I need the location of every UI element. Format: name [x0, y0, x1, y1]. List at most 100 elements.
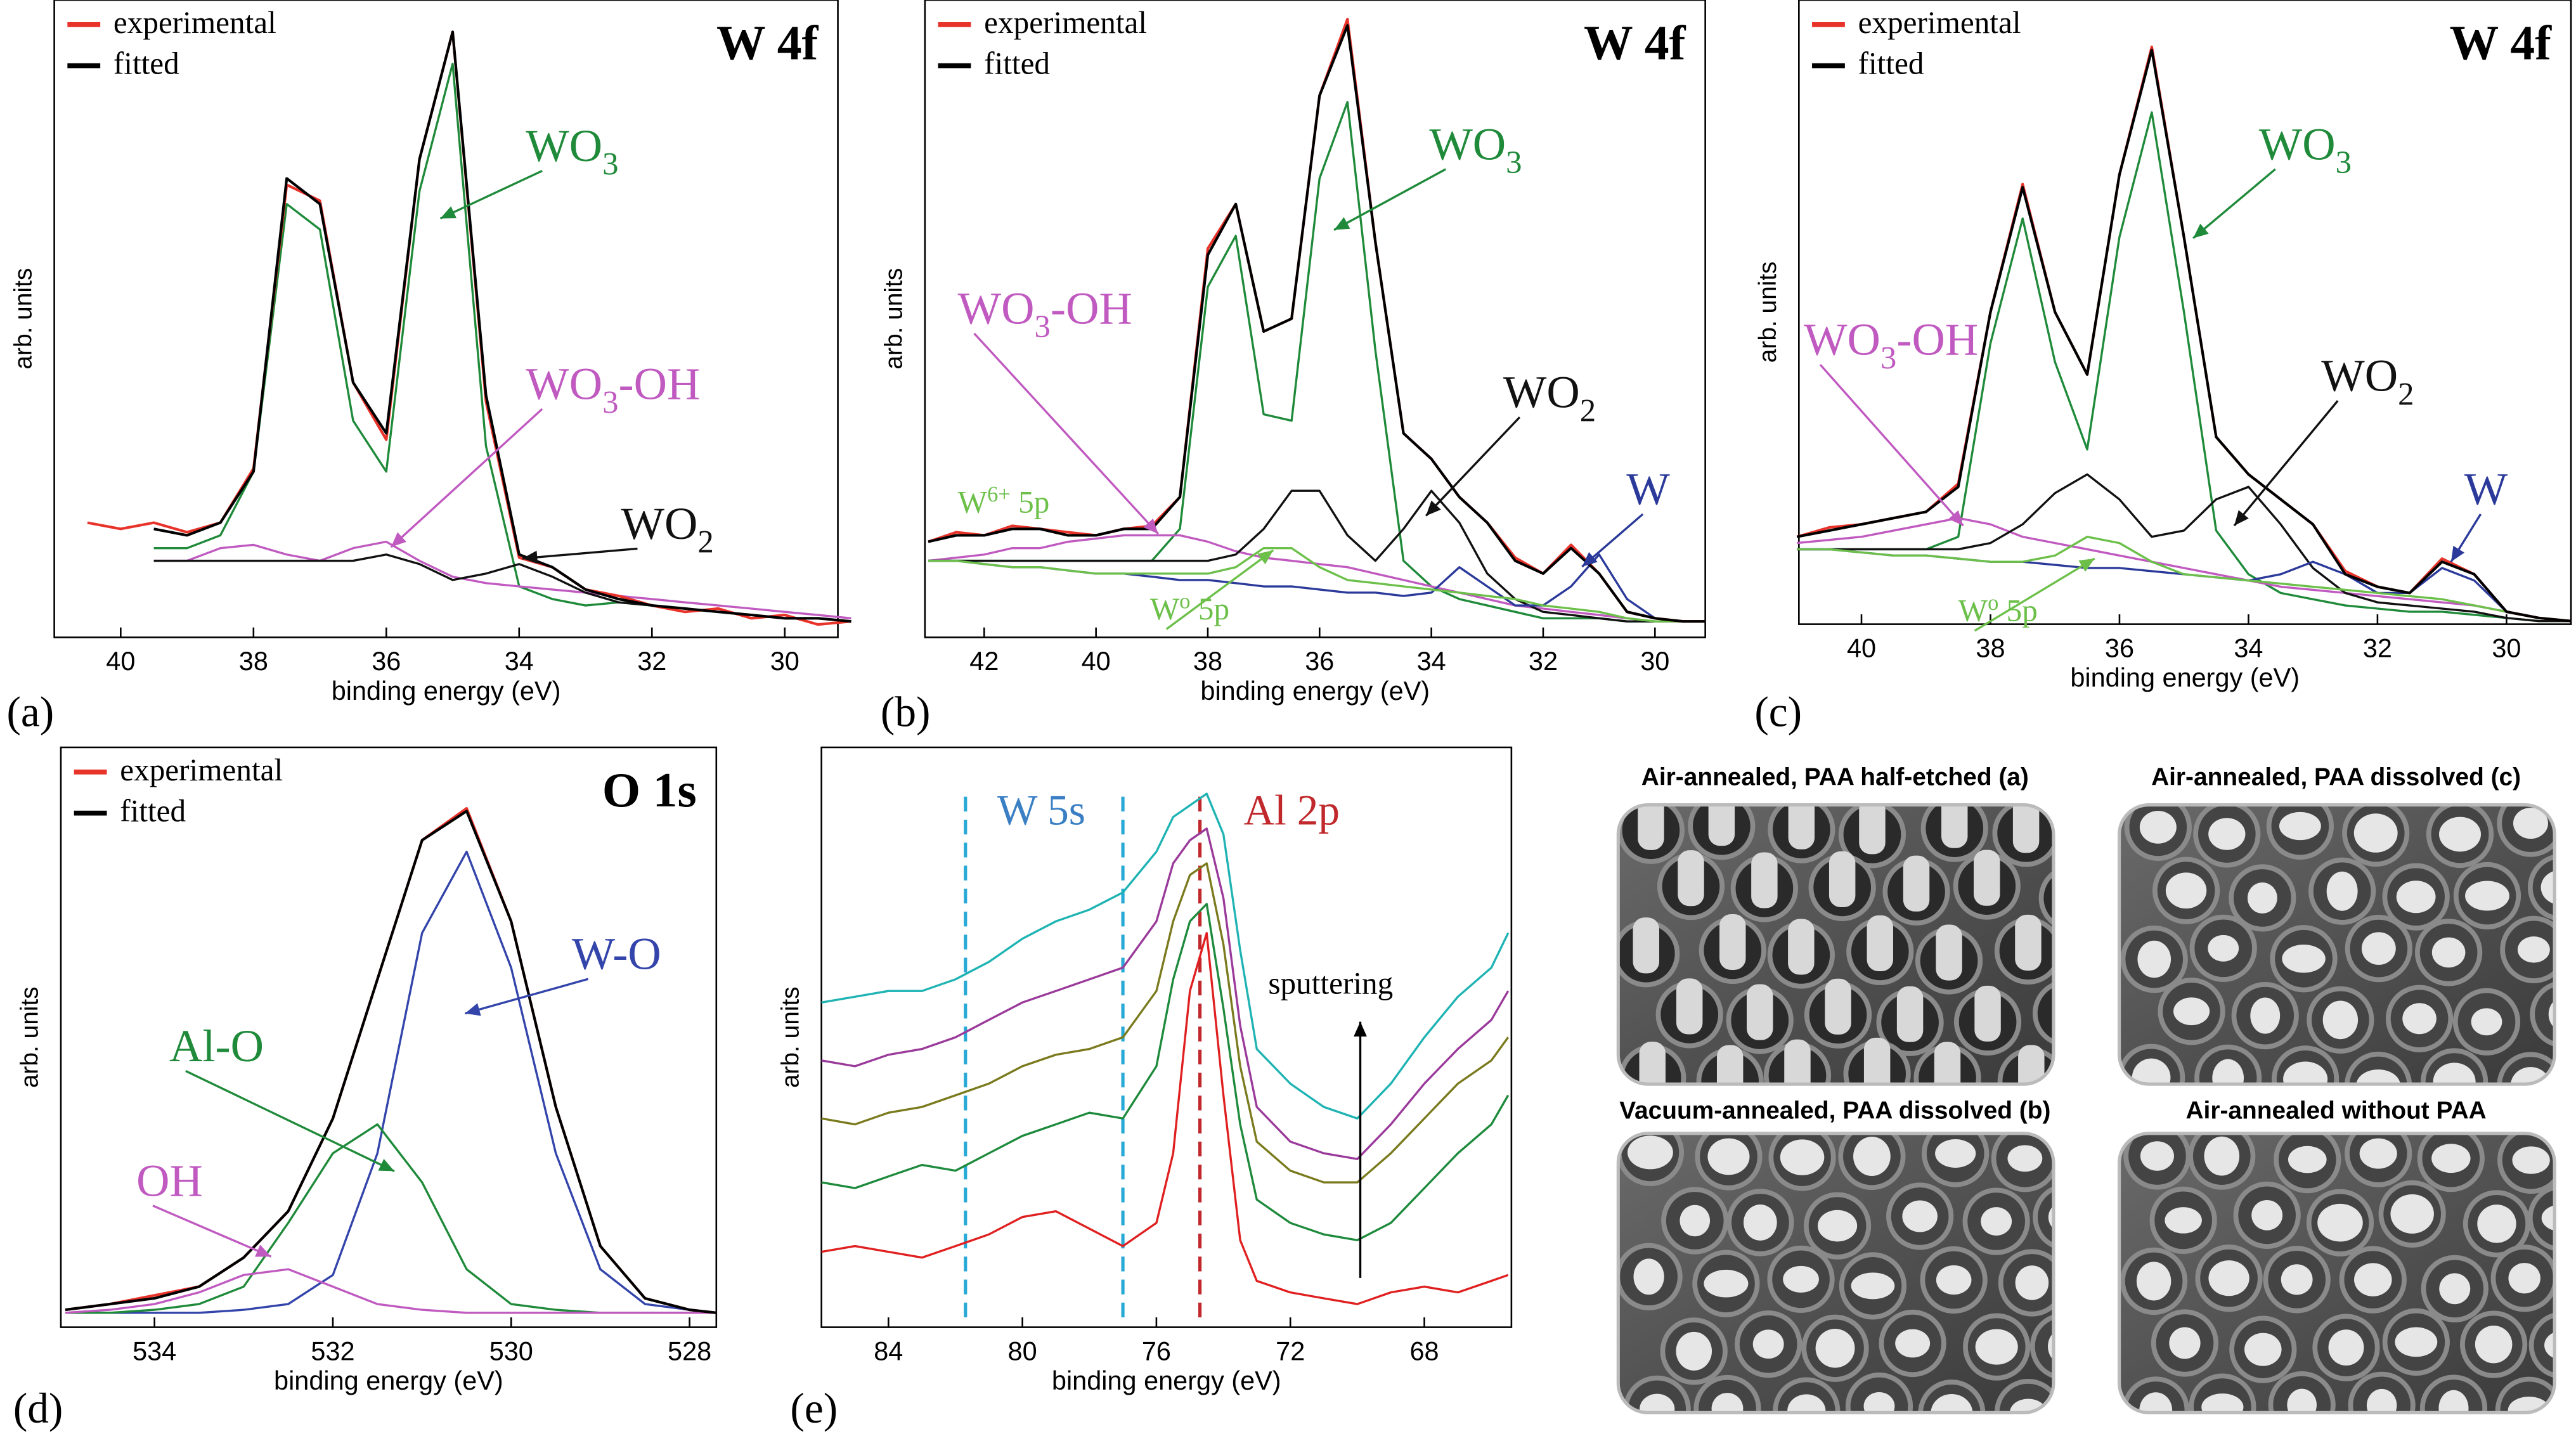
annotation-part: W	[1958, 593, 1988, 628]
nanodot	[2354, 1263, 2392, 1296]
nanodot	[2281, 1264, 2313, 1295]
nanodot	[2201, 1393, 2244, 1413]
x-tick-label: 40	[1847, 633, 1876, 662]
series-line	[87, 30, 851, 626]
x-axis-label: binding energy (eV)	[332, 676, 561, 706]
nanodot	[1895, 1329, 1931, 1358]
x-tick-label: 76	[1142, 1336, 1171, 1366]
nanodot	[1935, 1139, 1976, 1168]
panel-label: (d)	[13, 1385, 63, 1432]
annotation-part: WO	[526, 120, 602, 171]
arrow-head	[2193, 223, 2209, 238]
series-line	[153, 540, 851, 619]
nanodot	[2251, 1199, 2283, 1231]
pore-ring	[2344, 1051, 2412, 1085]
chart-title: O 1s	[602, 763, 697, 817]
nanodot	[2513, 808, 2548, 839]
series-line	[1797, 536, 2572, 623]
x-tick-label: 34	[1417, 646, 1446, 676]
nanodot	[1787, 1394, 1826, 1413]
pore-ring	[2038, 864, 2054, 932]
nanorod	[1863, 1037, 1891, 1085]
pore-ring	[1918, 1379, 1986, 1413]
annotation-part: 2	[1580, 392, 1596, 428]
image-title: Air-annealed, PAA half-etched (a)	[1641, 764, 2029, 791]
annotation-part: WO	[1429, 118, 1506, 169]
nanodot	[2169, 1327, 2201, 1359]
nanodot	[2208, 1260, 2249, 1296]
series-line	[928, 489, 1705, 623]
nanodot	[2395, 1327, 2438, 1357]
annotation-part: Al-O	[169, 1020, 264, 1071]
sem-image	[1616, 803, 2055, 1086]
nanodot	[1975, 1329, 2018, 1365]
nanorod	[1974, 849, 2000, 906]
nanodot	[2165, 872, 2207, 909]
image-title: Vacuum-annealed, PAA dissolved (b)	[1619, 1097, 2050, 1125]
annotation: WO3-OH	[958, 282, 1132, 344]
annotation-part: WO	[958, 282, 1035, 333]
nanorod	[2053, 977, 2054, 1033]
annotation-part: W	[1626, 463, 1670, 514]
annotation-part: 3	[602, 146, 618, 182]
nanodot	[2508, 1263, 2540, 1294]
pore-ring	[2528, 1311, 2555, 1379]
sem-content	[2119, 804, 2555, 1085]
series-line	[928, 546, 1705, 623]
pore-ring	[2530, 980, 2555, 1048]
x-tick-label: 38	[239, 646, 268, 676]
x-tick-label: 30	[1640, 646, 1669, 676]
annotation-part: W 5s	[997, 787, 1085, 834]
annotation: WO2	[621, 498, 714, 560]
x-tick-label: 34	[505, 646, 534, 676]
nanodot	[2439, 817, 2482, 852]
arrow-head	[465, 1003, 481, 1016]
y-axis-label: arb. units	[16, 986, 44, 1088]
nanorod	[1859, 804, 1886, 855]
annotation: W 5s	[997, 787, 1085, 834]
nanodot	[1707, 1138, 1750, 1175]
plot-frame	[820, 746, 1513, 1328]
nanodot	[2139, 1392, 2173, 1413]
annotation: WO3-OH	[526, 358, 700, 420]
pore-ring	[2497, 1052, 2555, 1085]
sem-content	[1618, 804, 2054, 1085]
plot-frame	[53, 0, 839, 638]
annotation-part: o	[1179, 590, 1190, 614]
plot-frame	[60, 746, 718, 1328]
annotation: W6+ 5p	[958, 482, 1050, 519]
series-line	[821, 903, 1510, 1241]
nanorod	[1867, 915, 1893, 971]
annotation-part: W	[2464, 463, 2508, 514]
series-line	[1797, 517, 2572, 623]
arrow-head	[1257, 550, 1274, 565]
chart-title: W 4f	[2450, 15, 2553, 70]
annotation-arrow	[390, 408, 543, 548]
nanodot	[2359, 1138, 2397, 1169]
nanodot	[2139, 810, 2177, 844]
image-title: Air-annealed, PAA dissolved (c)	[2151, 764, 2521, 791]
nanodot	[2475, 1325, 2513, 1364]
series-line	[65, 850, 716, 1314]
series-line	[821, 792, 1510, 1120]
nanodot	[2431, 1144, 2471, 1173]
nanodot	[1704, 1269, 1749, 1298]
nanodot	[2140, 1141, 2174, 1171]
annotation-part: 5p	[1011, 484, 1050, 519]
y-axis-label: arb. units	[10, 268, 37, 370]
annotation-arrow	[2233, 400, 2339, 527]
image-title: Air-annealed without PAA	[2185, 1097, 2486, 1125]
nanodot	[1902, 1200, 1938, 1232]
nanodot	[2326, 871, 2358, 911]
panel-label: (c)	[1754, 688, 1802, 735]
x-tick-label: 32	[2363, 633, 2392, 662]
annotation: Al 2p	[1244, 787, 1340, 834]
nanodot	[2282, 945, 2326, 973]
legend-label: experimental	[984, 5, 1147, 40]
nanodot	[2328, 1329, 2364, 1366]
annotation: WO2	[2321, 350, 2414, 412]
annotation-part: W	[958, 484, 988, 519]
series-line	[65, 1268, 716, 1314]
nanorod	[1934, 1042, 1961, 1085]
